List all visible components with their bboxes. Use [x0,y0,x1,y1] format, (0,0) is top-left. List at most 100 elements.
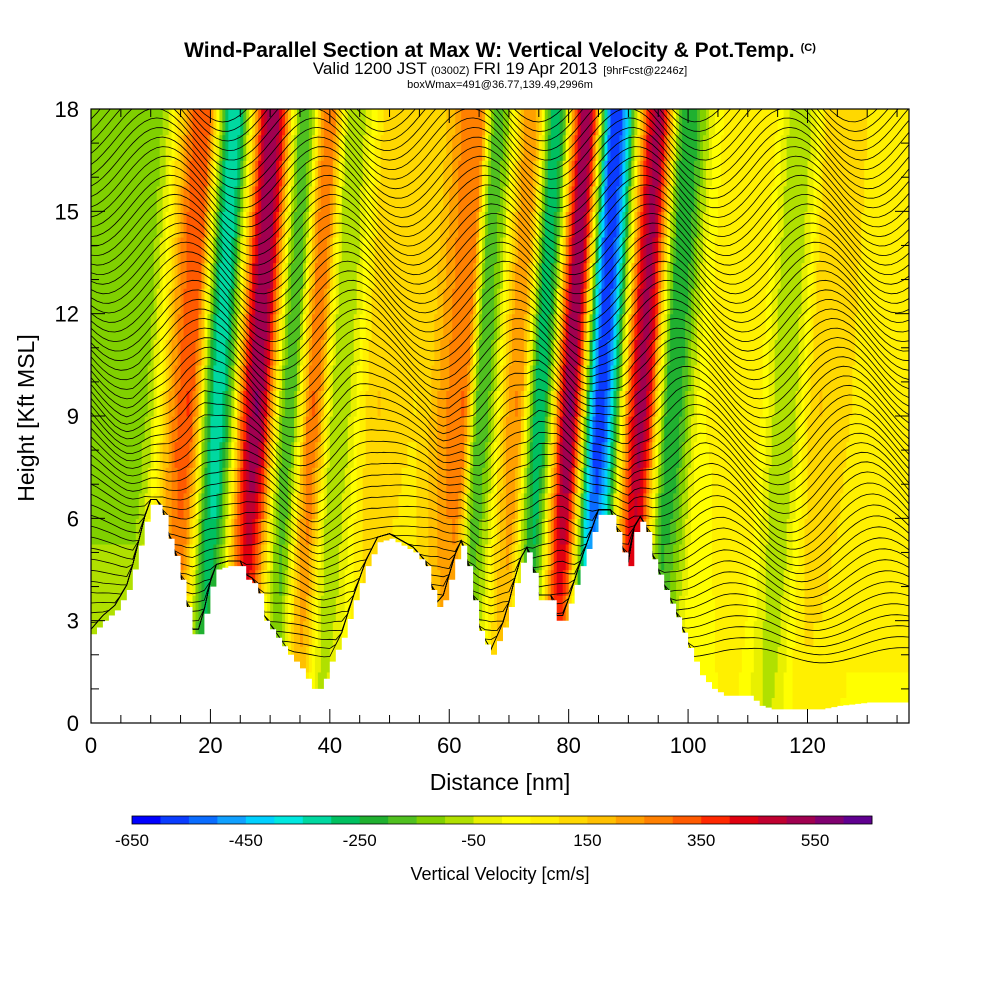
velocity-cell [688,569,692,596]
velocity-cell [126,262,131,289]
velocity-cell [267,364,271,392]
velocity-cell [183,262,188,289]
velocity-cell [494,569,498,596]
velocity-cell [849,671,853,699]
velocity-cell [544,262,549,289]
velocity-cell [458,262,462,289]
velocity-cell [117,492,122,519]
velocity-cell [661,467,665,494]
velocity-cell [876,390,880,417]
velocity-cell [553,569,558,596]
velocity-cell [186,262,191,289]
velocity-cell [873,646,877,673]
velocity-cell [279,620,283,647]
velocity-cell [299,416,304,443]
velocity-cell [888,569,892,596]
velocity-cell [765,288,770,315]
velocity-cell [153,313,158,340]
velocity-cell [679,543,683,571]
velocity-cell [317,492,322,519]
velocity-cell [903,595,907,622]
velocity-cell [732,416,737,443]
velocity-cell [735,416,740,443]
velocity-cell [753,646,758,673]
velocity-cell [708,288,713,315]
velocity-cell [240,390,244,417]
velocity-cell [885,288,889,315]
velocity-cell [843,339,847,366]
velocity-cell [729,441,734,468]
velocity-cell [843,569,847,596]
velocity-cell [123,364,128,392]
velocity-cell [108,262,113,289]
velocity-cell [646,262,650,289]
velocity-cell [225,390,229,417]
velocity-cell [655,416,659,443]
velocity-cell [261,543,265,571]
velocity-cell [497,467,501,494]
velocity-cell [135,467,140,494]
velocity-cell [174,518,179,545]
velocity-cell [619,313,624,340]
velocity-cell [517,416,522,443]
velocity-cell [198,262,203,289]
velocity-cell [720,646,725,673]
velocity-cell [362,313,367,340]
velocity-cell [592,492,597,519]
velocity-cell [894,620,898,647]
velocity-cell [685,543,689,571]
velocity-cell [440,262,444,289]
velocity-cell [437,390,441,417]
velocity-cell [625,492,629,519]
velocity-cell [682,416,686,443]
velocity-cell [485,390,489,417]
velocity-cell [691,595,695,622]
velocity-cell [562,492,567,519]
velocity-cell [129,441,134,468]
velocity-cell [437,416,441,443]
velocity-cell [156,313,161,340]
velocity-cell [117,288,122,315]
velocity-cell [467,518,471,545]
velocity-cell [601,262,606,289]
velocity-cell [243,467,247,494]
velocity-cell [825,671,829,699]
velocity-cell [404,492,409,519]
velocity-cell [279,543,283,571]
velocity-cell [108,390,113,417]
velocity-cell [505,518,510,545]
velocity-cell [670,543,674,571]
velocity-cell [291,364,295,392]
velocity-cell [774,467,779,494]
velocity-cell [586,390,591,417]
velocity-cell [514,288,519,315]
velocity-cell [846,543,850,571]
velocity-cell [520,518,525,545]
velocity-cell [332,543,337,571]
velocity-cell [523,339,528,366]
velocity-cell [559,518,564,545]
velocity-cell [135,390,140,417]
velocity-cell [165,313,170,340]
velocity-cell [780,467,785,494]
velocity-cell [216,441,220,468]
velocity-cell [365,518,370,545]
velocity-cell [422,416,426,443]
velocity-cell [759,492,764,519]
velocity-cell [353,441,358,468]
velocity-cell [714,339,719,366]
velocity-cell [219,543,223,571]
velocity-cell [380,390,385,417]
velocity-cell [685,339,689,366]
velocity-cell [264,364,268,392]
velocity-cell [574,416,579,443]
velocity-cell [362,467,367,494]
velocity-cell [891,339,895,366]
velocity-cell [455,467,459,494]
velocity-cell [756,646,761,673]
velocity-cell [404,339,409,366]
velocity-cell [168,518,173,545]
velocity-cell [906,543,909,571]
velocity-cell [589,262,594,289]
